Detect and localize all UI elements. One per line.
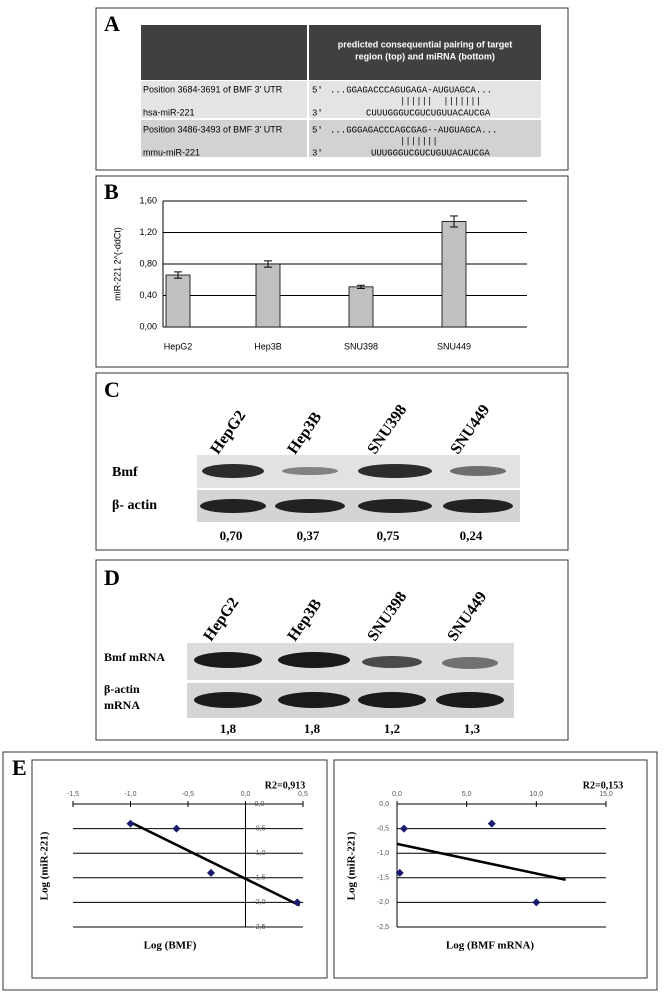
x-tick-label: SNU449 (437, 341, 471, 351)
x-axis-label: Log (BMF mRNA) (446, 940, 535, 952)
point (172, 824, 181, 833)
trendline (129, 821, 301, 907)
y-tick-label: -1,0 (377, 850, 389, 857)
y-tick-label: -0,5 (377, 825, 389, 832)
x-tick-label: -1,0 (124, 791, 136, 798)
ratio: 0,75 (377, 528, 400, 543)
sequence: ...GGGAGACCCAGCGAG--AUGUAGCA... (330, 125, 497, 135)
point (395, 868, 404, 877)
x-tick-label: 5,0 (462, 791, 472, 798)
ratio: 1,8 (220, 721, 237, 736)
panel-label: E (12, 755, 27, 780)
y-tick-label: 1,60 (139, 195, 157, 205)
annotation: R2=0,913 (265, 780, 305, 791)
x-tick-label: -0,5 (182, 791, 194, 798)
y-tick-label: -0,5 (253, 825, 265, 832)
prime: 3' (312, 148, 323, 158)
blot-bands (200, 464, 513, 513)
subchart-frame (333, 759, 648, 979)
ratio: 1,2 (384, 721, 400, 736)
y-axis-label: Log (miR-221) (346, 831, 358, 900)
region-label: Position 3684-3691 of BMF 3' UTR (143, 84, 283, 94)
sequence: CUUUGGGUCGUCUGUUACAUCGA (366, 108, 491, 118)
pairing: ||||||| (400, 136, 438, 146)
row-label: mRNA (104, 698, 140, 712)
point (532, 898, 541, 907)
table-row (141, 81, 541, 118)
point (487, 819, 496, 828)
subchart-frame (31, 759, 328, 979)
x-axis-label: Log (BMF) (144, 940, 197, 952)
x-tick-label: HepG2 (164, 341, 193, 351)
prime: 5' (312, 125, 323, 135)
y-tick-label: -2,0 (253, 899, 265, 906)
header-text: predicted consequential pairing of targe… (338, 39, 513, 49)
point (399, 824, 408, 833)
error-bar (357, 284, 365, 289)
panel-label: D (104, 565, 120, 590)
panel-b-frame (95, 175, 569, 368)
y-axis-label: Log (miR-221) (39, 831, 51, 900)
x-tick-label: SNU398 (344, 341, 378, 351)
blot-bands (194, 652, 504, 708)
y-tick-label: 0,00 (139, 321, 157, 331)
x-tick-label: -1,5 (67, 791, 79, 798)
error-bar (264, 260, 272, 268)
y-tick-label: 0,80 (139, 258, 157, 268)
ratio: 0,24 (460, 528, 483, 543)
mirna-label: mmu-miR-221 (143, 147, 200, 157)
bar (165, 274, 191, 328)
y-tick-label: -1,5 (377, 875, 389, 882)
bar (441, 221, 467, 328)
y-tick-label: 0,0 (379, 801, 389, 808)
panel-label: C (104, 377, 120, 402)
prime: 3' (312, 108, 323, 118)
row-label: β- actin (112, 498, 157, 513)
header-text: region (top) and miRNA (bottom) (355, 51, 495, 61)
sequence: ...GGAGACCCAGUGAGA-AUGUAGCA... (330, 85, 492, 95)
x-tick-label: 0,0 (392, 791, 402, 798)
table-row (141, 120, 541, 157)
x-tick-label: Hep3B (254, 341, 282, 351)
panel-label: B (104, 179, 119, 204)
ratio: 0,70 (220, 528, 243, 543)
sequence: UUUGGGUCGUCUGUUACAUCGA (371, 148, 490, 158)
x-tick-label: 15,0 (599, 791, 613, 798)
y-tick-label: -2,5 (253, 924, 265, 931)
row-label: Bmf mRNA (104, 650, 165, 664)
x-tick-label: 0,0 (241, 791, 251, 798)
ratio: 1,8 (304, 721, 321, 736)
y-tick-label: 0,0 (255, 801, 265, 808)
y-tick-label: -2,5 (377, 924, 389, 931)
prime: 5' (312, 85, 323, 95)
panel-label: A (104, 11, 120, 36)
y-tick-label: -1,0 (253, 850, 265, 857)
y-tick-label: -2,0 (377, 899, 389, 906)
y-tick-label: -1,5 (253, 875, 265, 882)
y-tick-label: 0,40 (139, 290, 157, 300)
error-bar (174, 271, 182, 279)
ratio: 1,3 (464, 721, 481, 736)
row-label: β-actin (104, 682, 140, 696)
y-axis-label: miR-221 2^(-ddCt) (112, 227, 122, 301)
table-header (141, 25, 541, 80)
bar (255, 263, 281, 328)
point (126, 819, 135, 828)
row-label: Bmf (112, 465, 138, 480)
y-tick-label: 1,20 (139, 227, 157, 237)
trendline (396, 842, 566, 881)
point (207, 868, 215, 877)
point (293, 898, 302, 907)
region-label: Position 3486-3493 of BMF 3' UTR (143, 124, 283, 134)
x-tick-label: 0,5 (298, 791, 308, 798)
bar (348, 286, 374, 328)
mirna-label: hsa-miR-221 (143, 107, 195, 117)
ratio: 0,37 (297, 528, 320, 543)
x-tick-label: 10,0 (530, 791, 544, 798)
pairing: |||||| ||||||| (400, 96, 481, 106)
error-bar (450, 215, 458, 228)
annotation: R2=0,153 (583, 780, 623, 791)
